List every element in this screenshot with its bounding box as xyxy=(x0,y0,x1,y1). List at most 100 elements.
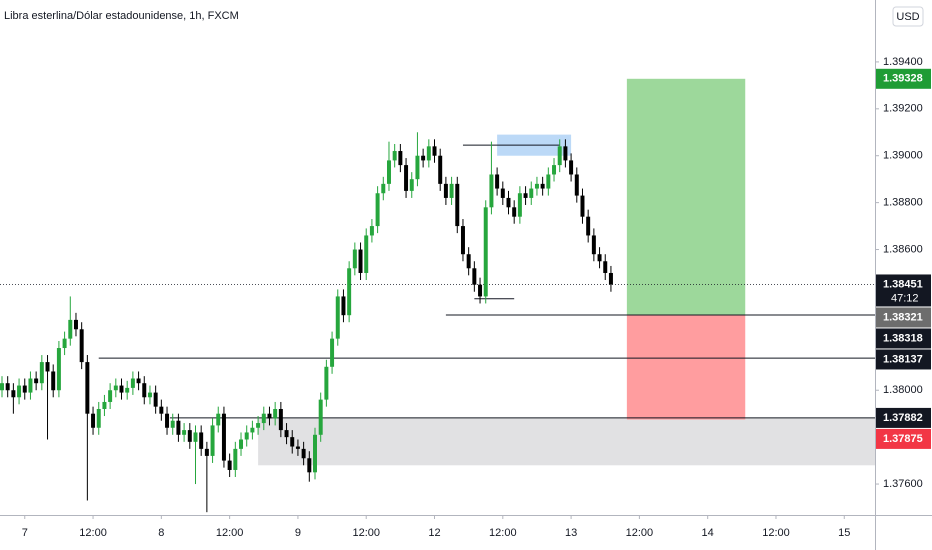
candle-body xyxy=(386,160,391,184)
x-tick-label: 12:00 xyxy=(762,527,790,539)
price-label: 1.37875 xyxy=(883,433,923,445)
candle-body xyxy=(295,446,300,449)
candle-body xyxy=(233,448,238,470)
candle-body xyxy=(381,183,386,194)
price-label-bg xyxy=(876,274,931,307)
candle-body xyxy=(210,425,215,456)
candle-body xyxy=(478,284,483,297)
x-tick-label: 12:00 xyxy=(489,527,517,539)
candle-body xyxy=(113,385,118,391)
candle-body xyxy=(227,460,232,470)
price-axis: 1.376001.378001.380001.382001.384001.386… xyxy=(875,56,931,490)
candle-body xyxy=(586,216,591,236)
candle-body xyxy=(216,413,221,426)
price-label-bg xyxy=(876,428,931,449)
candle-body xyxy=(375,193,380,227)
candle-body xyxy=(529,188,534,198)
price-label-bg xyxy=(876,349,931,370)
candle-body xyxy=(256,423,261,428)
candle-body xyxy=(170,420,175,428)
candle-body xyxy=(455,183,460,227)
candle-body xyxy=(39,362,44,384)
candle-body xyxy=(244,432,249,440)
candle-body xyxy=(341,296,346,316)
candle-body xyxy=(324,366,329,400)
x-tick-label: 12:00 xyxy=(352,527,380,539)
candle-body xyxy=(557,146,562,166)
candle-body xyxy=(284,430,289,438)
x-tick-label: 13 xyxy=(565,527,577,539)
candle-body xyxy=(432,146,437,156)
x-tick-label: 8 xyxy=(158,527,164,539)
candle-body xyxy=(85,362,90,414)
candle-body xyxy=(318,399,323,435)
candle-body xyxy=(62,338,67,349)
candle-body xyxy=(204,448,209,456)
candle-body xyxy=(512,207,517,217)
price-label: 1.37882 xyxy=(883,412,923,424)
x-tick-label: 14 xyxy=(702,527,714,539)
candle-body xyxy=(369,226,374,236)
candle-body xyxy=(11,390,16,398)
price-label: 1.39328 xyxy=(883,73,923,85)
x-tick-label: 12:00 xyxy=(216,527,244,539)
candle-body xyxy=(552,165,557,175)
candle-body xyxy=(580,195,585,217)
candle-body xyxy=(364,235,369,273)
y-tick-label: 1.38800 xyxy=(883,197,923,209)
candle-body xyxy=(352,249,357,269)
candle-body xyxy=(409,179,414,191)
candle-body xyxy=(426,146,431,161)
candle-body xyxy=(563,146,568,161)
price-label-bg xyxy=(876,307,931,328)
candle-body xyxy=(523,193,528,198)
candle-body xyxy=(278,408,283,431)
candle-body xyxy=(136,378,141,384)
candle-body xyxy=(597,254,602,262)
x-tick-label: 12:00 xyxy=(79,527,107,539)
x-tick-label: 9 xyxy=(295,527,301,539)
x-tick-label: 12 xyxy=(428,527,440,539)
candle-body xyxy=(347,268,352,316)
price-label: 1.38137 xyxy=(883,353,923,365)
candle-body xyxy=(443,183,448,198)
candle-body xyxy=(130,378,135,388)
price-label: 1.38451 xyxy=(883,278,923,290)
countdown: 47:12 xyxy=(891,292,919,304)
candle-body xyxy=(506,197,511,208)
x-tick-label: 7 xyxy=(22,527,28,539)
candle-body xyxy=(540,183,545,189)
y-tick-label: 1.39400 xyxy=(883,56,923,68)
candle-body xyxy=(0,383,4,391)
chart-title: Libra esterlina/Dólar estadounidense, 1h… xyxy=(4,10,239,22)
candle-body xyxy=(102,401,107,409)
candle-body xyxy=(159,406,164,414)
target-zone xyxy=(626,78,746,315)
y-tick-label: 1.39200 xyxy=(883,103,923,115)
currency-label[interactable]: USD xyxy=(896,11,919,23)
candle-body xyxy=(307,458,312,473)
candle-body xyxy=(91,413,96,428)
price-label: 1.38321 xyxy=(883,311,923,323)
candle-body xyxy=(199,432,204,449)
candle-body xyxy=(193,432,198,442)
currency-button[interactable] xyxy=(892,6,924,27)
candle-body xyxy=(5,383,10,391)
candle-body xyxy=(449,183,454,198)
candle-body xyxy=(273,408,278,419)
candle-body xyxy=(125,387,130,393)
candle-body xyxy=(79,329,84,363)
candle-body xyxy=(517,193,522,217)
zone xyxy=(258,417,875,466)
candle-body xyxy=(472,268,477,285)
candle-body xyxy=(358,249,363,273)
x-tick-label: 12:00 xyxy=(626,527,654,539)
candle-body xyxy=(421,155,426,161)
candle-body xyxy=(301,448,306,459)
candle-body xyxy=(51,371,56,391)
candle-body xyxy=(489,174,494,208)
plot-area xyxy=(0,78,875,513)
candle-body xyxy=(335,296,340,339)
